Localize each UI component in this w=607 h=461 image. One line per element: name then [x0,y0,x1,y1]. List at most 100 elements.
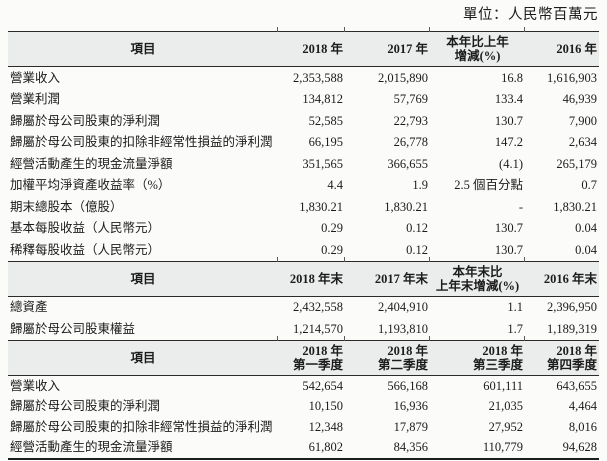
quarterly-results-body: 營業收入 542,654 566,168 601,111 643,655 歸屬於母公司股東… [8,375,599,460]
row-label: 營業收入 [10,70,61,85]
value-cell: 57,769 [393,92,428,106]
value-cell: 366,655 [387,156,428,171]
value-cell: 2,634 [568,135,597,149]
table-row: 營業利潤 134,812 57,769 133.4 46,939 [8,89,599,111]
value-cell: 66,195 [308,135,343,149]
row-label: 稀釋每股收益（人民幣元） [10,242,161,257]
row-label: 期末總股本（億股） [10,199,123,214]
value-cell: 84,356 [345,437,430,460]
annual-results-table: 項目 2018 年 2017 年本年比上年 增減(%) 2016 年 營業收入 2,353… [8,27,599,261]
table-row: 總資產 2,432,558 2,404,910 1.1 2,396,950 [8,296,599,318]
value-cell: 643,655 [556,378,597,393]
value-cell: 61,802 [278,437,345,460]
value-cell: 7,900 [568,113,597,128]
value-cell: 12,348 [308,419,343,434]
value-cell: 10,150 [308,399,343,413]
value-cell: 21,035 [488,399,523,413]
value-cell: 0.04 [575,221,597,235]
value-cell: 27,952 [488,419,523,434]
value-cell: 265,179 [556,156,597,171]
row-label: 經營活動產生的現金流量淨額 [8,437,278,460]
value-cell: 1,214,570 [293,321,343,336]
column-header: 2018 年第二季度 [344,336,430,376]
value-cell: 46,939 [562,92,597,106]
value-cell: 110,779 [430,437,525,460]
table-row: 加權平均淨資產收益率（%） 4.4 1.9 2.5 個百分點 0.7 [8,175,599,197]
table-row: 經營活動產生的現金流量淨額 61,802 84,356 110,779 94,628 [8,437,599,460]
table-row: 營業收入 2,353,588 2,015,890 16.8 1,616,903 [8,67,599,89]
value-cell: 1.1 [507,300,523,314]
column-header: 2018 年第一季度 [277,336,345,376]
value-cell: 4.4 [327,178,343,192]
value-cell: 1.9 [412,178,428,192]
table-row: 營業收入 542,654 566,168 601,111 643,655 [8,375,599,396]
row-label: 歸屬於母公司股東的淨利潤 [10,399,161,413]
quarterly-results-header: 項目 2018 年第一季度 2018 年第二季度 2018 年第三季度 2018 年第四… [8,336,599,376]
table-row: 稀釋每股收益（人民幣元） 0.29 0.12 130.7 0.04 [8,239,599,261]
value-cell: 601,111 [483,378,523,393]
value-cell: 94,628 [525,437,599,460]
row-label: 歸屬於母公司股東的扣除非經常性損益的淨利潤 [10,135,273,149]
value-cell: 16,936 [393,399,428,413]
unit-label: 單位：人民幣百萬元 [463,7,598,23]
value-cell: 0.7 [581,178,597,192]
quarterly-results-table: 項目 2018 年第一季度 2018 年第二季度 2018 年第三季度 2018 年第四… [8,336,599,460]
row-label: 歸屬於母公司股東的淨利潤 [10,113,161,128]
column-header: 2017 年 [344,27,430,67]
year-end-position-table: 項目 2018 年末 2017 年末 本年末比 上年末增減(%) 2016 年末 總資產 2… [8,257,599,340]
table-row: 歸屬於母公司股東權益 1,214,570 1,193,810 1.7 1,189,319 [8,318,599,340]
value-cell: 133.4 [494,92,523,106]
value-cell: 1,830.21 [299,199,343,214]
value-cell: 2,396,950 [547,300,597,314]
table-row: 歸屬於母公司股東的淨利潤 10,150 16,936 21,035 4,464 [8,396,599,417]
column-header: 2016 年末 [524,257,599,297]
year-end-position-body: 總資產 2,432,558 2,404,910 1.1 2,396,950 歸屬於母公司股… [8,296,599,340]
annual-results-body: 營業收入 2,353,588 2,015,890 16.8 1,616,903 營業利潤 1… [8,67,599,261]
value-cell: 134,812 [302,92,343,106]
column-header: 項目 [8,260,278,297]
row-label: 基本每股收益（人民幣元） [10,221,161,235]
table-row: 歸屬於母公司股東的扣除非經常性損益的淨利潤 12,348 17,879 27,952 8… [8,417,599,438]
table-row: 經營活動產生的現金流量淨額 351,565 366,655 (4.1) 265,179 [8,153,599,175]
value-cell: 0.04 [575,242,597,257]
value-cell: 2,015,890 [378,70,428,85]
value-cell: 26,778 [393,135,428,149]
annual-results-header: 項目 2018 年 2017 年本年比上年 增減(%) 2016 年 [8,27,599,67]
value-cell: (4.1) [499,156,523,171]
value-cell: 2,404,910 [378,300,428,314]
value-cell: 130.7 [494,242,523,257]
value-cell: 4,464 [568,399,597,413]
value-cell: 17,879 [393,419,428,434]
column-header: 2018 年第四季度 [524,336,599,376]
value-cell: 16.8 [501,70,523,85]
value-cell: 147.2 [494,135,523,149]
column-header: 項目 [8,339,278,376]
row-label: 歸屬於母公司股東的扣除非經常性損益的淨利潤 [10,419,273,434]
row-label: 營業利潤 [10,92,61,106]
row-label: 加權平均淨資產收益率（%） [10,178,171,192]
value-cell: 130.7 [494,221,523,235]
value-cell: 2.5 個百分點 [454,178,523,192]
table-row: 歸屬於母公司股東的淨利潤 52,585 22,793 130.7 7,900 [8,110,599,132]
column-header: 2017 年末 [344,257,430,297]
value-cell: 52,585 [308,113,343,128]
column-header: 本年末比 上年末增減(%) [429,257,525,297]
value-cell: 0.12 [406,242,428,257]
column-header: 2018 年末 [277,257,345,297]
column-header: 2016 年 [524,27,599,67]
value-cell: 542,654 [302,378,343,393]
value-cell: 1.7 [507,321,523,336]
year-end-position-header: 項目 2018 年末 2017 年末 本年末比 上年末增減(%) 2016 年末 [8,257,599,297]
column-header: 項目 [8,31,278,67]
value-cell: 1,830.21 [384,199,428,214]
value-cell: 22,793 [393,113,428,128]
value-cell: 1,830.21 [553,199,597,214]
value-cell: 351,565 [302,156,343,171]
value-cell: 130.7 [494,113,523,128]
row-label: 營業收入 [10,378,61,393]
row-label: 總資產 [10,300,48,314]
table-row: 歸屬於母公司股東的扣除非經常性損益的淨利潤 66,195 26,778 147.2 2,… [8,132,599,154]
value-cell: 1,193,810 [378,321,428,336]
row-label: 歸屬於母公司股東權益 [10,321,136,336]
row-label: 經營活動產生的現金流量淨額 [10,156,173,171]
